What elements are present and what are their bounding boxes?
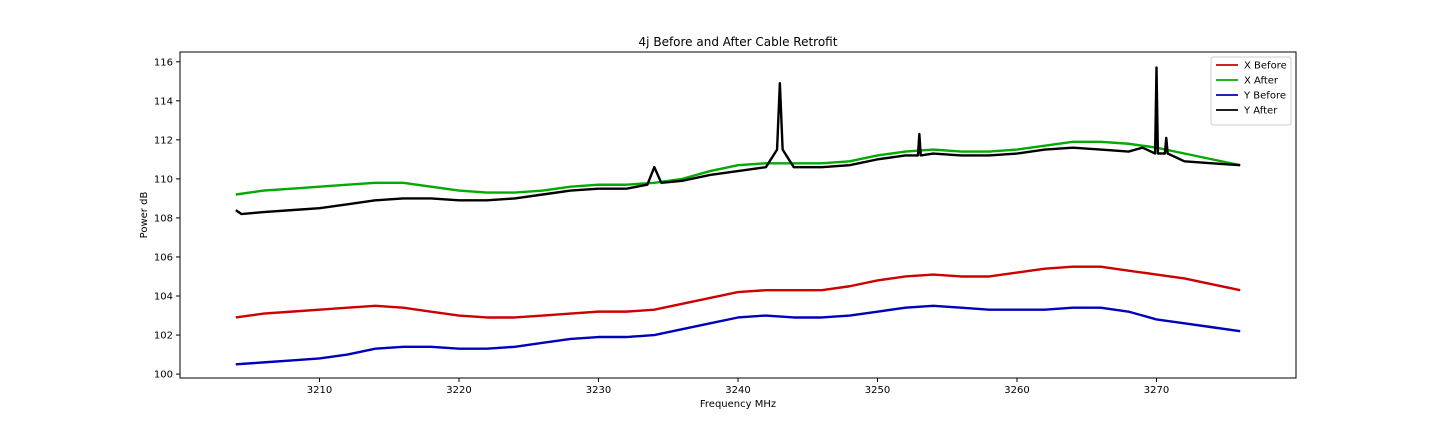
x-tick-label: 3240 xyxy=(725,385,750,396)
x-tick-label: 3270 xyxy=(1144,385,1169,396)
chart-title: 4j Before and After Cable Retrofit xyxy=(639,35,838,49)
y-tick-label: 102 xyxy=(154,331,173,342)
x-tick-label: 3230 xyxy=(586,385,611,396)
plot-area xyxy=(179,51,1297,379)
x-tick-label: 3250 xyxy=(865,385,890,396)
x-tick-label: 3220 xyxy=(446,385,471,396)
series-line-3 xyxy=(235,304,1241,366)
x-axis-label: Frequency MHz xyxy=(700,399,776,410)
y-tick-label: 112 xyxy=(154,135,173,146)
y-tick-label: 108 xyxy=(154,213,173,224)
legend-box xyxy=(1210,56,1292,126)
x-tick-label: 3210 xyxy=(307,385,332,396)
y-tick-label: 114 xyxy=(154,96,173,107)
series-line-2 xyxy=(235,140,1241,196)
plot-frame xyxy=(179,51,1297,379)
x-axis: 3210 3220 3230 3240 3250 3260 3270 xyxy=(307,378,1169,396)
legend-entry: Y Before xyxy=(1243,91,1286,102)
series-line-1 xyxy=(235,265,1241,319)
y-tick-label: 100 xyxy=(154,370,173,381)
legend: X Before X After Y Before Y After xyxy=(1210,56,1292,126)
legend-entry: Y After xyxy=(1243,106,1278,117)
legend-entry: X Before xyxy=(1244,61,1287,72)
y-tick-label: 110 xyxy=(154,174,173,185)
x-tick-label: 3260 xyxy=(1004,385,1029,396)
y-tick-label: 104 xyxy=(154,292,173,303)
y-tick-label: 106 xyxy=(154,252,173,263)
series-line-4 xyxy=(235,66,1241,216)
legend-entry: X After xyxy=(1244,76,1279,87)
y-axis-label: Power dB xyxy=(139,192,150,239)
y-axis: 100 102 104 106 108 110 112 114 116 xyxy=(154,57,180,381)
y-tick-label: 116 xyxy=(154,57,173,68)
